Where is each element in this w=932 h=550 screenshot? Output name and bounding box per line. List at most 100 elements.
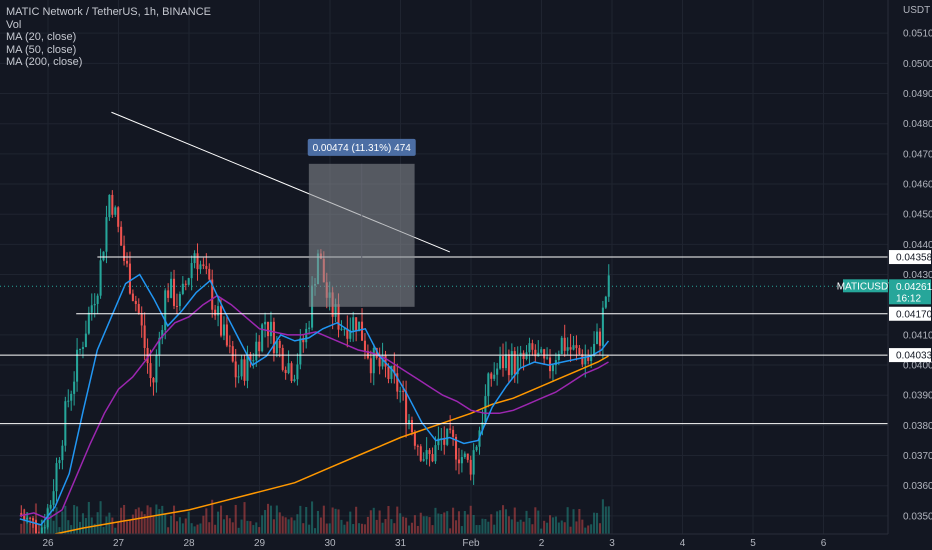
volume-bar	[593, 512, 596, 534]
candle-body	[234, 361, 237, 378]
volume-bar	[90, 517, 93, 534]
volume-bar	[449, 528, 452, 534]
legend-ma50[interactable]: MA (50, close)	[6, 43, 77, 56]
candle-body	[105, 217, 108, 252]
candle-body	[481, 422, 484, 431]
volume-bar	[255, 522, 258, 534]
volume-bar	[20, 523, 23, 534]
volume-bar	[516, 521, 519, 534]
time-tick-label: 2	[539, 538, 545, 549]
volume-bar	[125, 521, 129, 534]
volume-bar	[34, 503, 37, 534]
price-labels: 0.04358 0.04170 0.04033 MATICUSDT 0.0426116:…	[837, 250, 932, 363]
candle-body	[219, 306, 223, 336]
candle-body	[402, 390, 405, 392]
volume-bar	[340, 519, 343, 534]
volume-bar	[81, 513, 84, 534]
candle-body	[29, 517, 32, 519]
volume-bar	[167, 527, 170, 534]
candle-body	[78, 348, 82, 350]
candle-body	[598, 331, 601, 346]
candle-body	[593, 343, 596, 356]
candle-body	[61, 445, 64, 461]
volume-bar	[419, 512, 422, 534]
price-axis-panel[interactable]	[888, 0, 932, 534]
candle-body	[272, 321, 275, 354]
volume-bar	[349, 511, 352, 534]
price-label-text: 0.04033	[896, 351, 932, 362]
candle-body	[540, 349, 543, 353]
candle-body	[504, 354, 507, 369]
volume-bar	[469, 505, 472, 534]
candle-body	[175, 305, 178, 307]
candle-body	[422, 459, 425, 461]
time-tick-label: 27	[113, 538, 125, 549]
volume-bar	[358, 523, 361, 534]
legend-ma200[interactable]: MA (200, close)	[6, 56, 83, 68]
drawings[interactable]: 0.00474 (11.31%) 474	[0, 111, 888, 425]
symbol-badge-bg	[843, 279, 888, 293]
current-price-text: 0.04261	[896, 282, 932, 293]
volume-bar	[360, 523, 364, 534]
candle-body	[249, 354, 252, 361]
volume-bar	[425, 516, 428, 534]
volume-bar	[225, 515, 228, 534]
volume-bar	[607, 506, 610, 534]
volume-bar	[67, 520, 70, 534]
legend-volume[interactable]: Vol	[6, 18, 22, 31]
candle-body	[413, 432, 416, 446]
candle-body	[108, 194, 111, 218]
candle-body	[531, 343, 534, 350]
volume-bar	[416, 525, 419, 534]
candle-body	[534, 349, 537, 357]
legend-ma20[interactable]: MA (20, close)	[6, 31, 77, 43]
candle-body	[443, 438, 446, 445]
volume-bar	[305, 506, 308, 534]
volume-bar	[58, 527, 61, 534]
price-tick-label: 0.03500	[903, 511, 932, 522]
volume-bar	[440, 514, 443, 534]
candle-body	[125, 260, 129, 264]
volume-bar	[366, 516, 369, 534]
volume-bar	[240, 519, 243, 534]
time-tick-label: 4	[680, 538, 686, 549]
candle-body	[346, 328, 349, 339]
volume-bar	[37, 524, 40, 534]
candle-body	[246, 354, 249, 381]
candle-body	[222, 324, 225, 336]
candle-body	[128, 263, 131, 294]
candle-body	[566, 347, 569, 351]
ma20-line	[19, 273, 610, 526]
candle-body	[537, 352, 540, 357]
candle-body	[560, 337, 563, 354]
volume-bar	[534, 507, 537, 534]
candle-body	[375, 347, 378, 358]
volume-bar	[369, 510, 372, 534]
candle-body	[475, 446, 478, 451]
volume-bar	[105, 516, 108, 534]
volume-bar	[381, 522, 384, 534]
candle-body	[278, 341, 281, 348]
volume-bar	[522, 521, 525, 534]
volume-bar	[193, 526, 196, 534]
volume-bar	[375, 519, 378, 534]
candle-body	[460, 457, 463, 464]
candle-body	[76, 349, 79, 382]
time-axis-panel[interactable]	[0, 534, 932, 550]
legend-symbol-title[interactable]: MATIC Network / TetherUS, 1h, BINANCE	[6, 6, 211, 18]
candle-body	[601, 307, 604, 346]
candle-body	[525, 352, 528, 360]
volume-bar	[140, 511, 143, 534]
countdown-text: 16:12	[896, 293, 921, 304]
volume-bar	[281, 516, 284, 534]
candle-body	[302, 338, 305, 343]
candle-body	[284, 369, 287, 374]
candle-body	[572, 345, 575, 350]
candle-body	[428, 450, 431, 455]
candle-body	[117, 207, 120, 227]
